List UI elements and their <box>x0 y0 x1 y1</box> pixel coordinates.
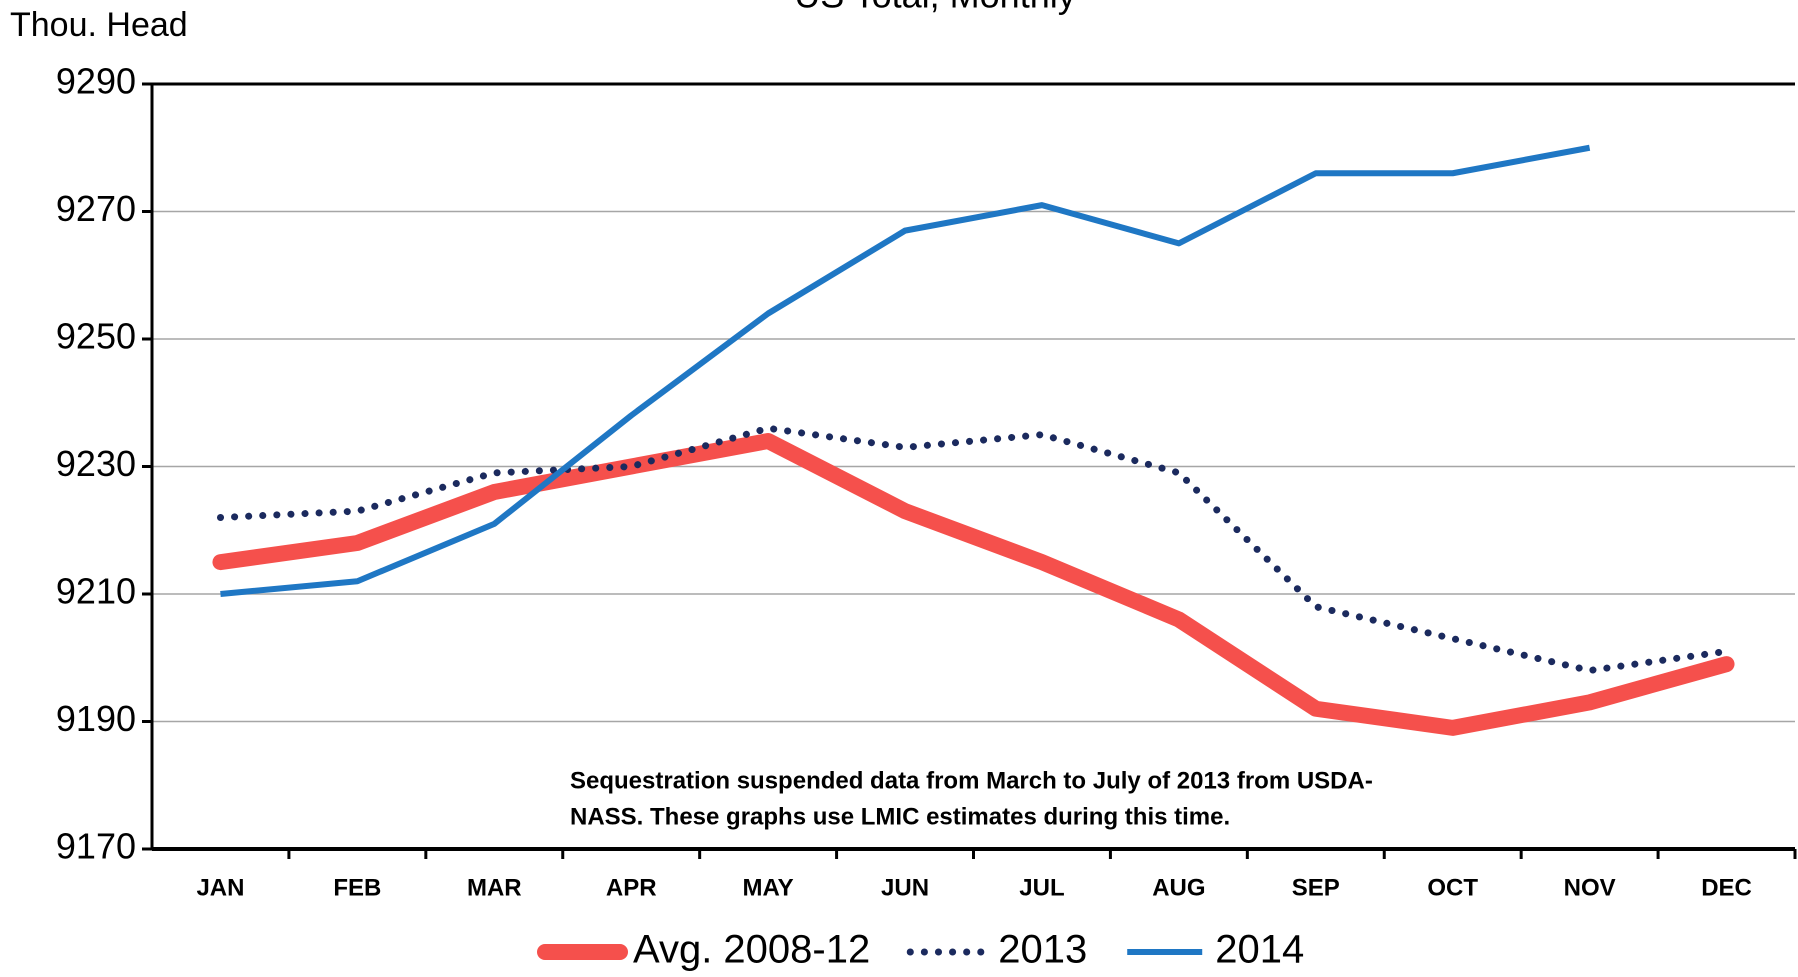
y-tick-label: 9170 <box>56 826 136 867</box>
x-tick-label: SEP <box>1292 874 1340 901</box>
x-tick-label: MAY <box>743 874 794 901</box>
annotation: NASS. These graphs use LMIC estimates du… <box>570 803 1230 830</box>
x-tick-label: FEB <box>333 874 381 901</box>
y-tick-label: 9290 <box>56 61 136 102</box>
chart-title: US Total, Monthly <box>794 0 1075 16</box>
legend-label: Avg. 2008-12 <box>633 928 870 972</box>
y-tick-label: 9190 <box>56 698 136 739</box>
x-tick-label: NOV <box>1564 874 1616 901</box>
y-tick-label: 9230 <box>56 443 136 484</box>
x-tick-label: APR <box>606 874 657 901</box>
y-tick-label: 9250 <box>56 316 136 357</box>
x-tick-label: AUG <box>1152 874 1205 901</box>
x-tick-label: JUL <box>1019 874 1064 901</box>
y-tick-label: 9270 <box>56 188 136 229</box>
series-line <box>220 144 1591 597</box>
x-tick-label: JAN <box>196 874 244 901</box>
series-line <box>212 433 1735 736</box>
annotation: Sequestration suspended data from March … <box>570 767 1373 794</box>
x-tick-label: JUN <box>881 874 929 901</box>
x-tick-label: OCT <box>1427 874 1478 901</box>
legend-label: 2014 <box>1215 928 1304 972</box>
legend-label: 2013 <box>998 928 1087 972</box>
y-tick-label: 9210 <box>56 571 136 612</box>
series-line <box>216 424 1731 674</box>
x-tick-label: MAR <box>467 874 522 901</box>
y-axis-label: Thou. Head <box>10 6 188 44</box>
x-tick-label: DEC <box>1701 874 1752 901</box>
